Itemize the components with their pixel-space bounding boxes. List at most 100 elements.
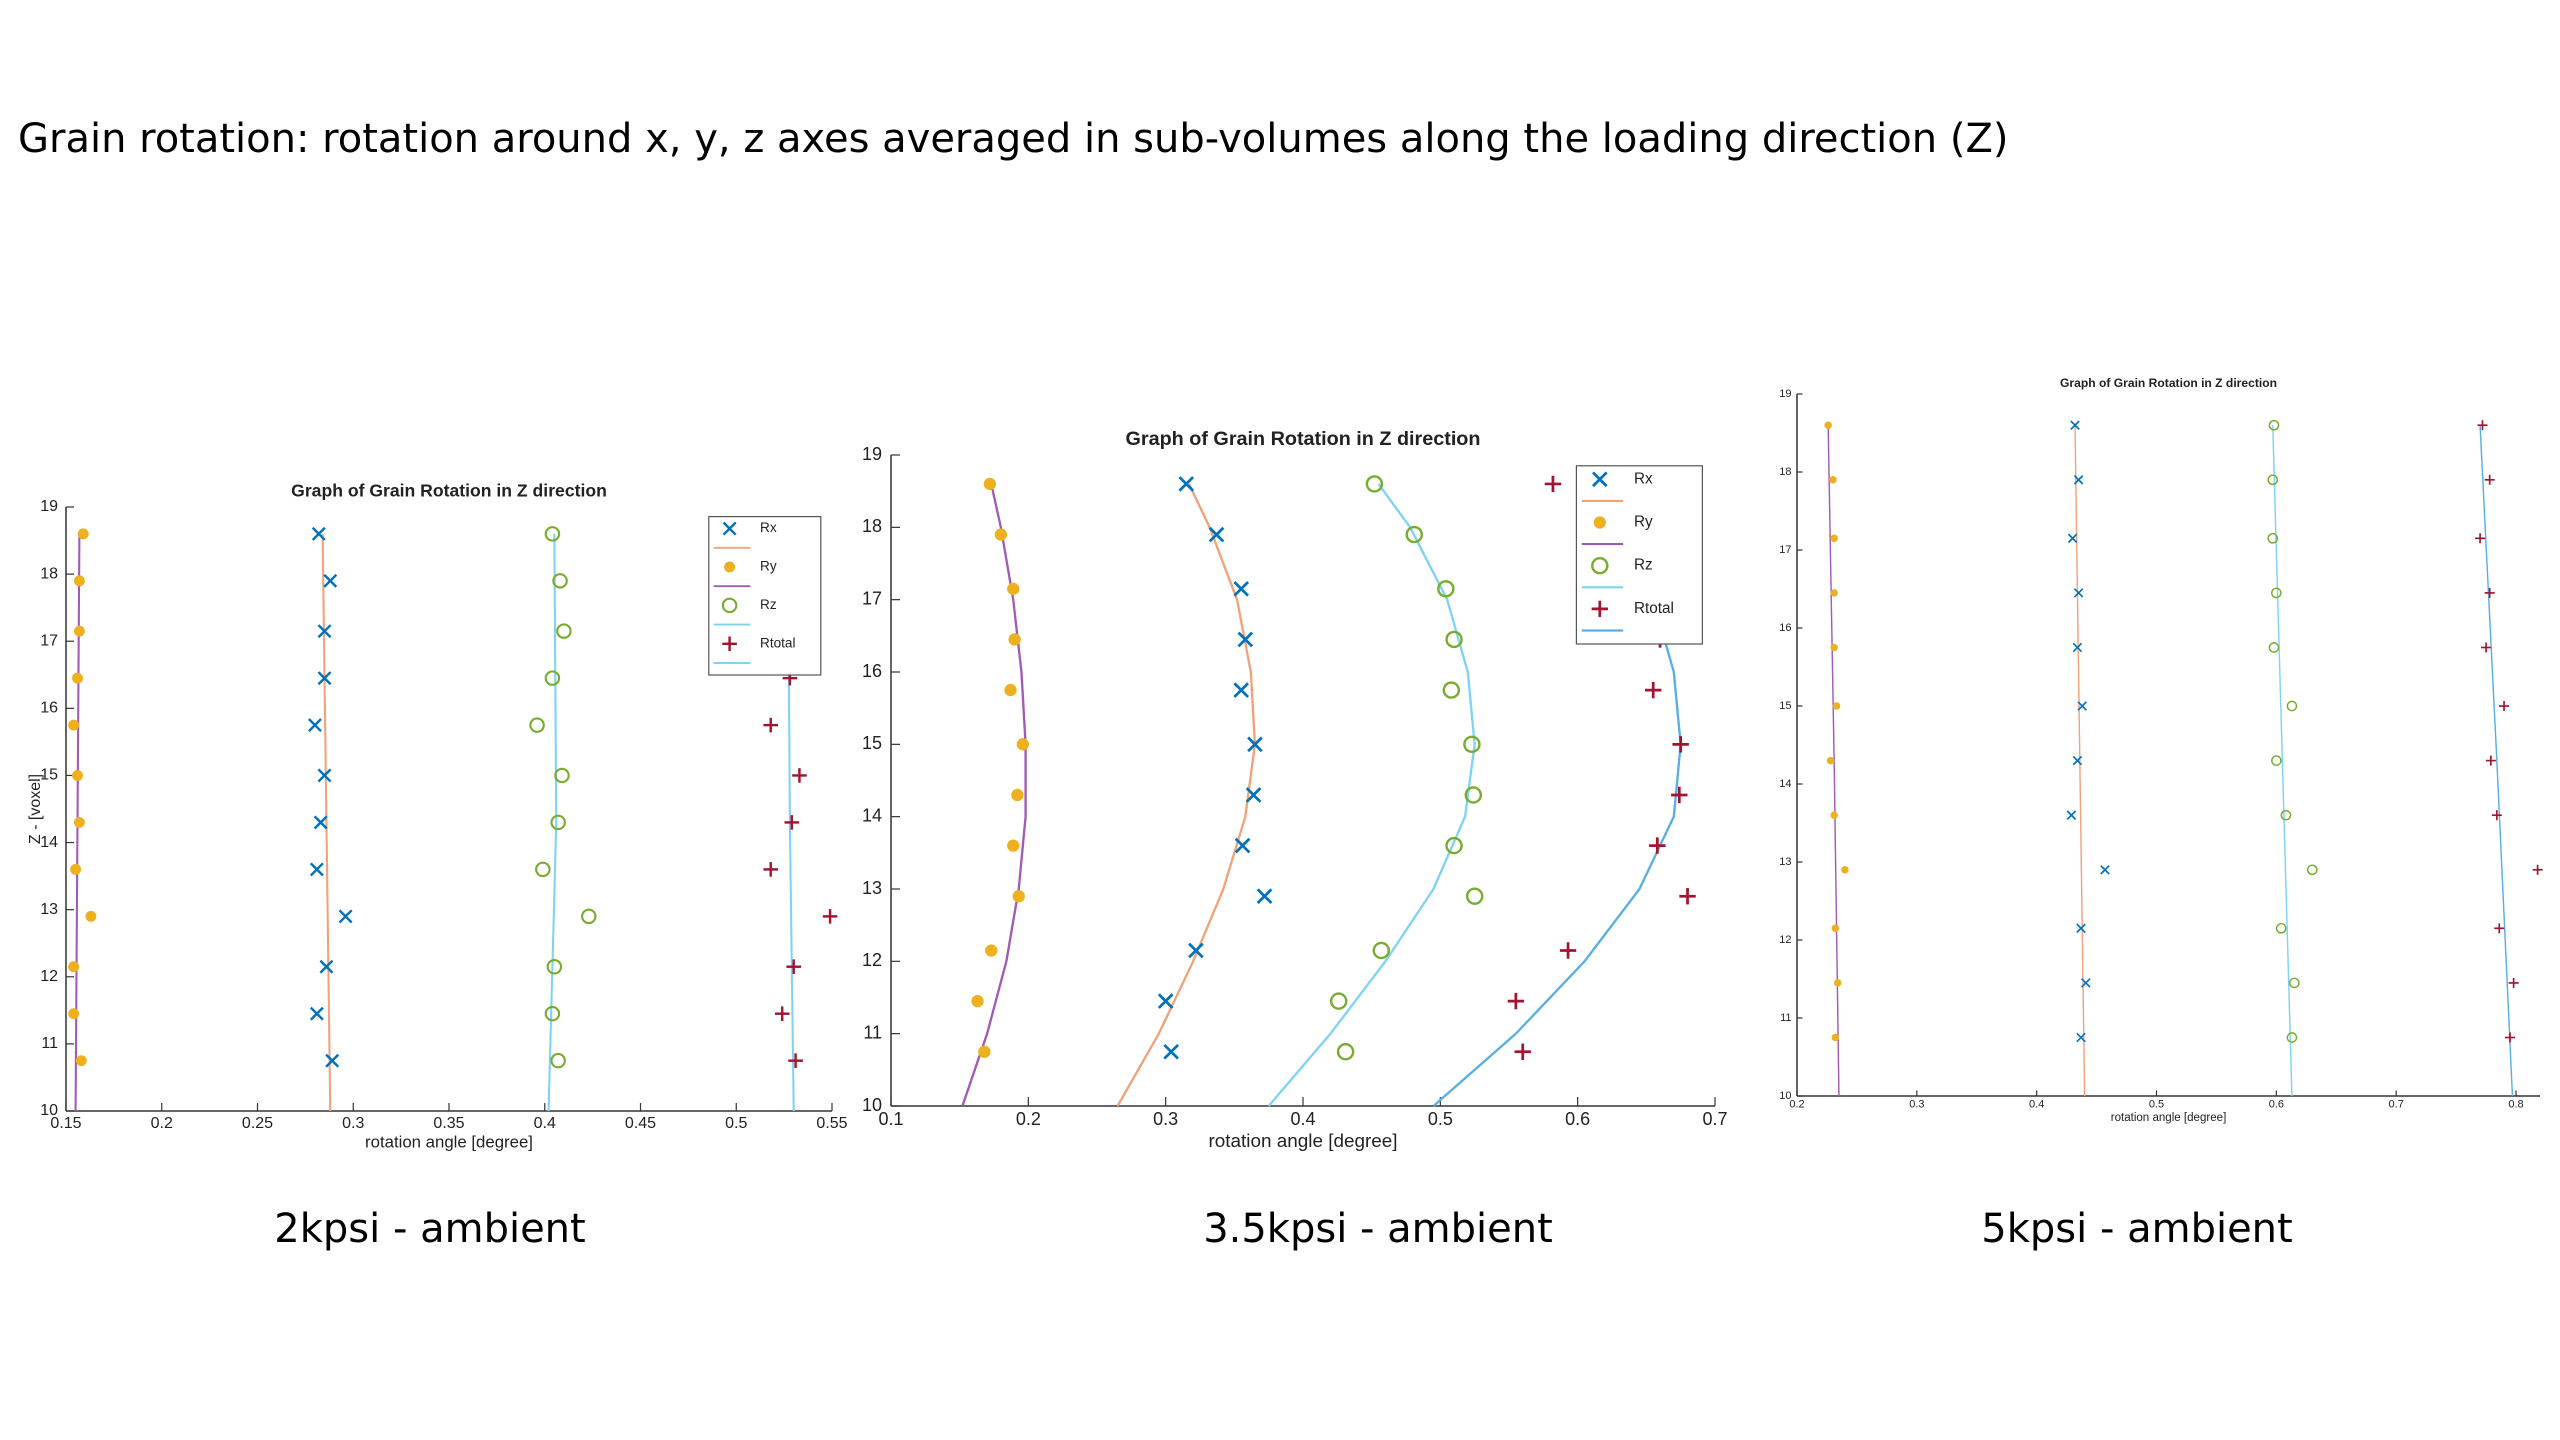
data-point bbox=[1016, 738, 1029, 751]
marker-circle bbox=[1336, 1043, 1355, 1061]
data-point bbox=[2271, 587, 2282, 599]
marker-stroke bbox=[338, 909, 353, 924]
data-point bbox=[2280, 809, 2292, 821]
data-point bbox=[311, 526, 326, 541]
data-point bbox=[2081, 978, 2091, 988]
marker-dot bbox=[1830, 534, 1838, 543]
data-point bbox=[2494, 923, 2505, 934]
marker-dot bbox=[68, 719, 80, 731]
data-point bbox=[2268, 642, 2280, 653]
data-point bbox=[1464, 786, 1483, 804]
y-tick-label: 16 bbox=[1779, 622, 1791, 634]
legend-box bbox=[1575, 465, 1704, 645]
marker-dot bbox=[73, 816, 85, 828]
data-point bbox=[1833, 979, 1842, 987]
marker-circle bbox=[2280, 809, 2292, 821]
data-point bbox=[2073, 475, 2084, 485]
marker-circle bbox=[581, 908, 597, 925]
marker-circle bbox=[554, 767, 570, 784]
data-point bbox=[73, 816, 85, 828]
marker-dot bbox=[1833, 979, 1842, 987]
chart-caption: 3.5kpsi - ambient bbox=[1203, 1206, 1553, 1252]
data-point bbox=[1831, 924, 1840, 933]
marker-circle bbox=[2268, 642, 2280, 653]
data-point bbox=[1157, 993, 1174, 1009]
data-point bbox=[1234, 837, 1251, 854]
legend-marker bbox=[1591, 600, 1609, 618]
marker-dot bbox=[1831, 924, 1840, 933]
marker-circle bbox=[721, 597, 738, 614]
marker-dot bbox=[68, 961, 80, 973]
data-point bbox=[2077, 701, 2087, 711]
y-tick-label: 18 bbox=[40, 565, 58, 582]
marker-circle bbox=[1464, 786, 1483, 804]
y-tick-label: 12 bbox=[1779, 934, 1791, 946]
marker-dot bbox=[971, 994, 984, 1008]
marker-circle bbox=[1405, 525, 1423, 544]
marker-stroke bbox=[1256, 888, 1273, 905]
data-point bbox=[784, 815, 800, 830]
data-point bbox=[1445, 836, 1463, 855]
data-point bbox=[2066, 810, 2077, 820]
marker-stroke bbox=[311, 526, 326, 541]
marker-dot bbox=[85, 910, 97, 922]
data-point bbox=[309, 862, 324, 877]
marker-dot bbox=[72, 672, 83, 684]
marker-stroke bbox=[1233, 581, 1250, 597]
data-point bbox=[1163, 1043, 1179, 1060]
marker-dot bbox=[1830, 811, 1838, 819]
marker-dot bbox=[1830, 643, 1838, 652]
legend-label: Rtotal bbox=[1634, 600, 1674, 617]
marker-stroke bbox=[325, 1053, 340, 1068]
y-tick-label: 10 bbox=[40, 1102, 58, 1119]
data-point bbox=[1012, 890, 1025, 903]
y-tick-label: 10 bbox=[862, 1095, 882, 1115]
legend-label: Rtotal bbox=[760, 635, 796, 650]
data-point bbox=[1011, 788, 1024, 802]
data-point bbox=[317, 624, 332, 639]
y-tick-label: 11 bbox=[1780, 1012, 1791, 1024]
marker-dot bbox=[1841, 866, 1849, 874]
data-point bbox=[1841, 866, 1849, 874]
marker-circle bbox=[535, 861, 551, 878]
y-tick-label: 10 bbox=[1779, 1090, 1791, 1102]
x-tick-label: 0.35 bbox=[433, 1115, 464, 1132]
x-tick-label: 0.2 bbox=[1016, 1109, 1041, 1129]
data-point bbox=[774, 1006, 790, 1021]
data-point bbox=[1830, 643, 1838, 652]
y-tick-label: 17 bbox=[1779, 544, 1791, 556]
data-point bbox=[1831, 1033, 1840, 1042]
data-point bbox=[2070, 420, 2080, 430]
y-tick-label: 19 bbox=[1779, 388, 1791, 400]
y-tick-label: 14 bbox=[1779, 778, 1791, 790]
data-point bbox=[2067, 533, 2078, 544]
x-tick-label: 0.5 bbox=[725, 1115, 747, 1132]
marker-circle bbox=[550, 1052, 566, 1069]
marker-dot bbox=[77, 528, 89, 540]
marker-stroke bbox=[2070, 420, 2080, 430]
data-point bbox=[550, 1052, 566, 1069]
data-point bbox=[1442, 681, 1461, 699]
marker-dot bbox=[75, 1055, 87, 1067]
y-tick-label: 15 bbox=[862, 733, 882, 753]
marker-dot bbox=[983, 477, 997, 491]
data-point bbox=[1465, 887, 1484, 905]
marker-stroke bbox=[2072, 642, 2083, 653]
data-point bbox=[544, 670, 561, 686]
data-point bbox=[70, 863, 82, 875]
marker-stroke bbox=[309, 862, 324, 877]
x-tick-label: 0.25 bbox=[242, 1115, 273, 1132]
data-point bbox=[72, 769, 83, 781]
x-tick-label: 0.4 bbox=[534, 1115, 556, 1132]
marker-circle bbox=[1445, 836, 1463, 855]
legend-marker bbox=[722, 521, 737, 536]
x-axis-label: rotation angle [degree] bbox=[1208, 1131, 1397, 1152]
y-axis-label: Z - [voxel] bbox=[27, 774, 44, 844]
marker-dot bbox=[73, 575, 85, 587]
marker-stroke bbox=[2067, 533, 2078, 544]
data-point bbox=[1559, 942, 1577, 959]
y-tick-label: 19 bbox=[40, 498, 58, 515]
fit-curve bbox=[2479, 425, 2514, 1097]
marker-stroke bbox=[2100, 865, 2110, 875]
fit-curve bbox=[2272, 425, 2293, 1097]
